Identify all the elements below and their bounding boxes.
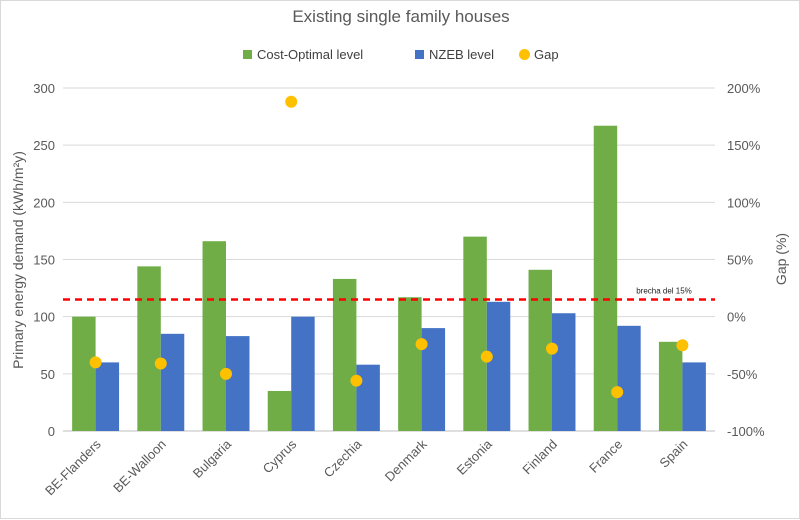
gap-point <box>480 350 493 363</box>
bar-nzeb <box>95 362 120 431</box>
bar-nzeb <box>356 364 380 431</box>
chart-title: Existing single family houses <box>292 7 509 26</box>
bar-cost-optimal <box>137 266 161 431</box>
y2-tick-label: 0% <box>727 310 746 325</box>
gap-point <box>285 95 298 108</box>
legend-label: Gap <box>534 47 559 62</box>
gap-point <box>89 356 102 369</box>
x-tick-label: BE-Walloon <box>110 437 169 496</box>
reference-line-label: brecha del 15% <box>636 287 692 296</box>
x-tick-label: Finland <box>519 437 560 478</box>
y2-axis-title: Gap (%) <box>773 233 789 285</box>
bar-cost-optimal <box>463 236 487 431</box>
x-tick-label: Czechia <box>321 436 365 480</box>
legend-swatch <box>415 50 424 59</box>
y2-tick-label: 200% <box>727 81 761 96</box>
x-tick-label: Cyprus <box>260 436 300 476</box>
x-axis-ticks: BE-Flanders BE-Walloon Bulgaria Cyprus Czech… <box>42 436 690 498</box>
bar-cost-optimal <box>528 269 552 431</box>
y2-tick-label: 150% <box>727 138 761 153</box>
gap-point <box>154 357 167 370</box>
y-tick-label: 300 <box>33 81 55 96</box>
gap-point <box>350 374 363 387</box>
x-tick-label: France <box>586 437 625 476</box>
bar-nzeb <box>552 313 576 431</box>
y-tick-label: 250 <box>33 138 55 153</box>
gap-point <box>611 386 624 399</box>
x-tick-label: Bulgaria <box>190 436 235 481</box>
legend-label: Cost-Optimal level <box>257 47 363 62</box>
legend-swatch <box>243 50 252 59</box>
x-tick-label: BE-Flanders <box>42 436 104 498</box>
gap-point <box>546 342 558 355</box>
y2-tick-label: 50% <box>727 253 753 268</box>
legend: Cost-Optimal level NZEB level Gap <box>243 47 559 62</box>
x-tick-label: Spain <box>656 437 690 471</box>
gap-point <box>415 338 428 351</box>
y-tick-label: 50 <box>41 367 55 382</box>
gap-points <box>89 95 689 399</box>
reference-line-group: brecha del 15% <box>63 287 715 301</box>
bar-nzeb <box>486 301 511 431</box>
legend-label: NZEB level <box>429 47 494 62</box>
y-axis-title: Primary energy demand (kWh/m²y) <box>10 151 26 369</box>
gap-point <box>220 367 232 380</box>
x-tick-label: Denmark <box>382 436 430 484</box>
bar-nzeb <box>160 333 185 431</box>
bar-nzeb <box>617 325 641 431</box>
y2-tick-label: -100% <box>727 424 765 439</box>
bar-cost-optimal <box>72 316 96 431</box>
bar-nzeb <box>421 328 446 431</box>
y2-tick-label: -50% <box>727 367 758 382</box>
y-tick-label: 150 <box>33 253 55 268</box>
bar-cost-optimal <box>332 278 357 431</box>
bar-nzeb <box>682 362 706 431</box>
y2-tick-label: 100% <box>727 195 761 210</box>
bar-nzeb <box>291 316 315 431</box>
y2-axis-ticks: -100% -50% 0% 50% 100% 150% 200% <box>727 81 765 439</box>
y-tick-label: 100 <box>33 310 55 325</box>
y-axis-ticks: 0 50 100 150 200 250 300 <box>33 81 55 439</box>
bar-cost-optimal <box>202 241 226 431</box>
bar-cost-optimal <box>398 297 422 431</box>
legend-swatch <box>519 49 530 60</box>
bar-cost-optimal <box>593 125 618 431</box>
y-tick-label: 200 <box>33 195 55 210</box>
x-tick-label: Estonia <box>454 436 496 478</box>
gap-point <box>676 339 689 352</box>
y-tick-label: 0 <box>48 424 55 439</box>
bar-nzeb <box>226 336 250 431</box>
bar-cost-optimal <box>658 341 683 431</box>
bar-cost-optimal <box>267 390 292 431</box>
bars <box>72 125 706 431</box>
